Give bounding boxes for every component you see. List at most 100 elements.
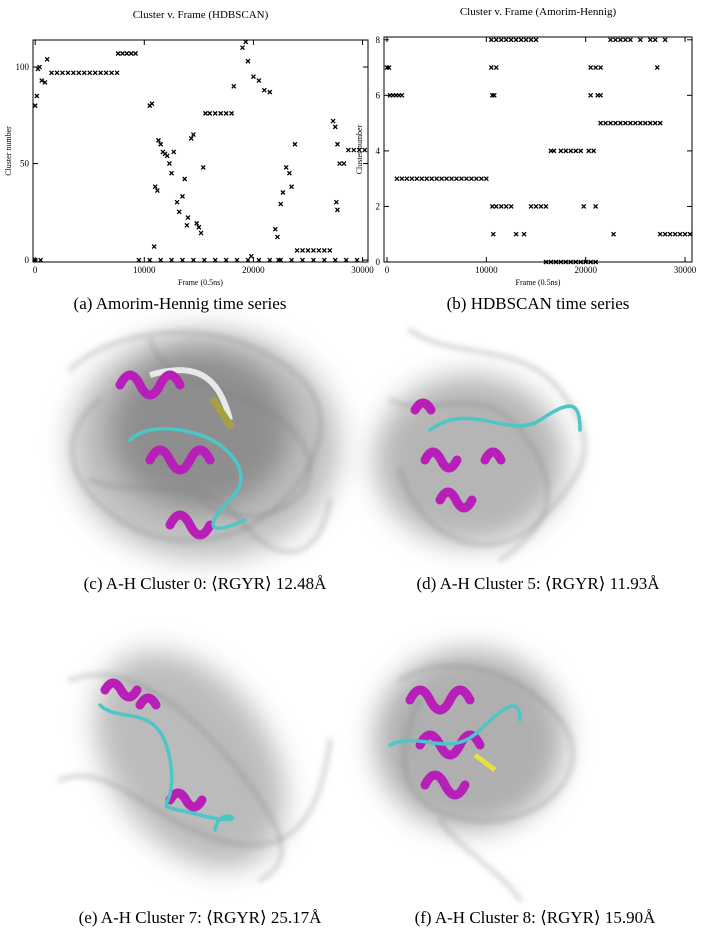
point-marker: [568, 259, 574, 265]
point-marker: [588, 259, 594, 265]
point-marker: [149, 101, 155, 107]
point-marker: [44, 56, 50, 62]
point-marker: [128, 51, 134, 56]
point-marker: [169, 170, 175, 176]
point-marker: [618, 37, 623, 43]
point-marker: [593, 259, 599, 265]
point-marker: [310, 257, 316, 263]
point-marker: [256, 78, 262, 83]
point-marker: [286, 170, 292, 176]
point-marker: [42, 80, 48, 85]
point-marker: [278, 201, 284, 207]
y-tick-label: 2: [376, 201, 381, 211]
point-marker: [305, 247, 311, 253]
point-marker: [272, 226, 278, 232]
point-marker: [280, 190, 286, 195]
point-marker: [578, 148, 584, 154]
point-marker: [171, 149, 177, 155]
x-tick-label: 0: [385, 265, 390, 275]
figure-caption: (f) A-H Cluster 8: ⟨RGYR⟩ 15.90Å: [415, 908, 657, 927]
point-marker: [627, 120, 633, 126]
point-marker: [158, 141, 164, 147]
point-marker: [613, 37, 618, 43]
point-marker: [276, 257, 281, 263]
point-marker: [548, 259, 554, 265]
y-tick-label: 50: [20, 159, 30, 169]
molecule-image: [58, 651, 332, 882]
point-marker: [394, 176, 400, 182]
figure-caption: (b) HDBSCAN time series: [447, 294, 630, 313]
molecule-image: [68, 330, 340, 560]
point-marker: [464, 176, 469, 182]
point-marker: [188, 135, 194, 141]
point-marker: [558, 259, 564, 265]
point-marker: [687, 231, 693, 237]
point-marker: [109, 70, 115, 76]
point-marker: [289, 184, 295, 190]
point-marker: [608, 37, 613, 43]
point-marker: [32, 103, 38, 109]
point-marker: [223, 257, 229, 263]
point-marker: [182, 176, 188, 182]
point-marker: [647, 37, 653, 43]
figure-caption: (d) A-H Cluster 5: ⟨RGYR⟩ 11.93Å: [416, 574, 660, 593]
point-marker: [657, 120, 663, 126]
point-marker: [682, 231, 688, 237]
point-marker: [603, 120, 609, 126]
y-tick-label: 0: [376, 257, 381, 267]
y-tick-label: 8: [376, 35, 381, 45]
point-marker: [201, 257, 207, 263]
point-marker: [194, 220, 200, 226]
point-marker: [578, 259, 584, 265]
point-marker: [356, 147, 362, 153]
point-marker: [563, 148, 569, 154]
point-marker: [250, 74, 256, 80]
point-marker: [489, 203, 495, 209]
point-marker: [341, 161, 347, 167]
x-tick-label: 10000: [133, 265, 156, 275]
point-marker: [488, 37, 494, 43]
point-marker: [98, 70, 104, 76]
x-axis-label: Frame (0.5ns): [516, 278, 561, 287]
point-marker: [174, 199, 180, 205]
point-marker: [245, 58, 251, 64]
x-tick-label: 30000: [351, 265, 374, 275]
point-marker: [34, 93, 40, 99]
point-marker: [354, 257, 360, 263]
point-marker: [49, 70, 55, 76]
point-marker: [158, 257, 164, 263]
point-marker: [652, 120, 658, 126]
y-tick-label: 0: [25, 255, 30, 265]
point-marker: [444, 176, 450, 182]
molecule-image: [375, 328, 587, 562]
point-marker: [267, 257, 273, 263]
point-marker: [92, 70, 98, 76]
point-marker: [114, 70, 120, 76]
figure-caption: (c) A-H Cluster 0: ⟨RGYR⟩ 12.48Å: [84, 574, 327, 593]
point-marker: [256, 257, 262, 263]
point-marker: [87, 70, 93, 76]
y-axis-label: Cluster number: [355, 124, 364, 174]
point-marker: [136, 257, 142, 263]
point-marker: [289, 257, 295, 263]
point-marker: [611, 231, 616, 237]
point-marker: [300, 247, 305, 253]
point-marker: [332, 257, 338, 263]
point-marker: [212, 257, 218, 263]
point-marker: [439, 176, 445, 182]
point-marker: [483, 176, 489, 182]
point-marker: [473, 176, 479, 182]
point-marker: [647, 120, 653, 126]
x-tick-label: 0: [33, 265, 38, 275]
point-marker: [38, 257, 44, 263]
y-tick-label: 6: [376, 90, 381, 100]
point-marker: [310, 247, 316, 253]
point-marker: [518, 37, 524, 43]
point-marker: [613, 120, 618, 126]
y-axis-label: Cluster number: [4, 126, 13, 176]
point-marker: [76, 70, 82, 76]
point-marker: [449, 176, 455, 182]
point-marker: [533, 37, 539, 43]
point-marker: [493, 65, 499, 71]
point-marker: [180, 193, 185, 199]
